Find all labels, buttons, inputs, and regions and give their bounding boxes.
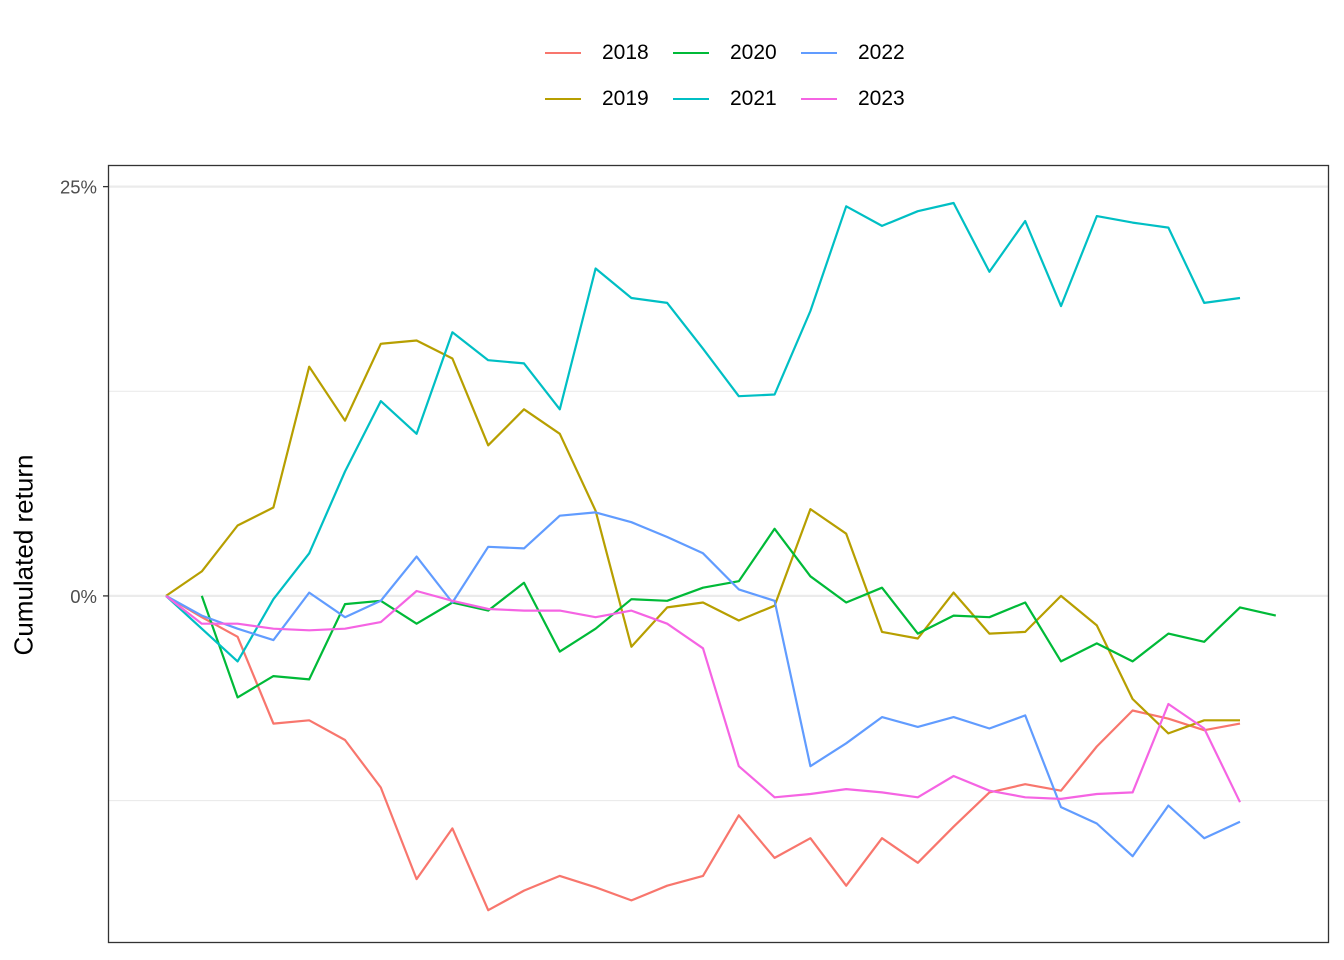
series-line-2021 — [165, 201, 1241, 663]
series-line-2023 — [165, 589, 1241, 803]
legend-swatch-2021 — [673, 98, 709, 100]
legend-swatch-2019 — [545, 98, 581, 100]
legend-label-2023: 2023 — [858, 87, 905, 110]
legend-item-2020: 2020 — [673, 34, 801, 72]
series-lines — [165, 201, 1277, 912]
legend-item-2021: 2021 — [673, 80, 801, 118]
legend-swatch-2023 — [801, 98, 837, 100]
legend-swatch-2022 — [801, 52, 837, 54]
series-line-2019 — [165, 339, 1240, 735]
series-line-2018 — [165, 594, 1241, 912]
legend-item-2018: 2018 — [545, 34, 673, 72]
y-tick-label: 0% — [70, 586, 97, 607]
legend-label-2022: 2022 — [858, 41, 905, 64]
legend-item-2022: 2022 — [801, 34, 929, 72]
legend-swatch-2018 — [545, 52, 581, 54]
y-tick-label: 25% — [60, 177, 97, 198]
legend-item-2019: 2019 — [545, 80, 673, 118]
series-line-2022 — [165, 511, 1241, 858]
legend-item-2023: 2023 — [801, 80, 929, 118]
legend-label-2018: 2018 — [602, 41, 649, 64]
gridlines — [109, 185, 1328, 802]
legend-swatch-2020 — [673, 52, 709, 54]
legend-label-2019: 2019 — [602, 87, 649, 110]
legend-label-2021: 2021 — [730, 87, 777, 110]
legend: 2018 2020 2022 2019 2021 2023 — [545, 34, 929, 118]
series-line-2020 — [200, 527, 1277, 699]
y-axis: 25% 0% — [60, 177, 109, 607]
plot-panel-border — [107, 164, 1330, 944]
legend-label-2020: 2020 — [730, 41, 777, 64]
